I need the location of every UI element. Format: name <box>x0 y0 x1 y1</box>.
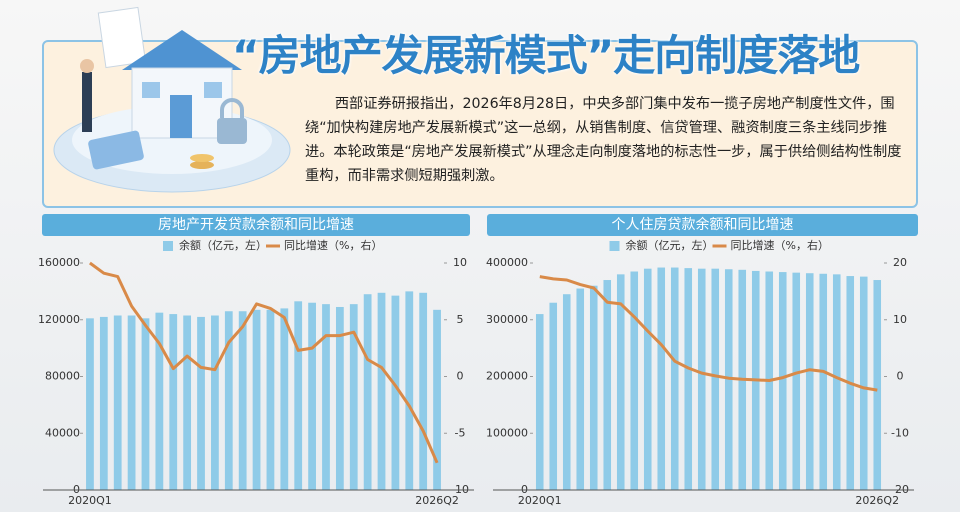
bar <box>127 315 136 490</box>
bar <box>419 292 428 490</box>
legend-label: 同比增速（%，右） <box>731 238 829 252</box>
y2-tick-label: 10 <box>893 313 907 326</box>
bar <box>183 315 192 490</box>
bar <box>294 301 303 490</box>
bar <box>308 302 316 490</box>
bar <box>832 274 841 490</box>
bar <box>697 268 706 490</box>
line-series <box>89 261 439 464</box>
bar <box>211 315 219 490</box>
bar <box>377 292 386 490</box>
bar <box>819 273 828 490</box>
legend-label: 同比增速（%，右） <box>284 238 382 252</box>
bar <box>197 316 205 490</box>
bar <box>405 291 414 490</box>
bar <box>562 294 571 490</box>
y-tick-label: 80000 <box>45 370 80 383</box>
chart-title: 房地产开发贷款余额和同比增速 <box>158 216 354 233</box>
bar <box>535 314 544 490</box>
bar <box>266 309 275 490</box>
bar <box>859 276 868 490</box>
bar <box>141 318 150 490</box>
y2-tick-label: 20 <box>893 256 907 269</box>
illustration <box>53 6 291 193</box>
bar <box>322 304 330 490</box>
bar <box>280 308 289 490</box>
y-tick-label: 400000 <box>486 256 528 269</box>
y-tick-label: 100000 <box>486 426 528 439</box>
y2-tick-label: 0 <box>457 370 464 383</box>
y-tick-label: 200000 <box>486 370 528 383</box>
bar <box>616 274 625 490</box>
bar <box>391 295 400 490</box>
bar <box>433 309 441 490</box>
legend-label: 余额（亿元，左） <box>626 238 714 252</box>
legend-swatch <box>163 241 173 251</box>
x-tick-label: 2020Q1 <box>518 494 562 507</box>
y-tick-label: 120000 <box>38 313 80 326</box>
bar <box>657 267 666 490</box>
bar <box>238 311 247 490</box>
y2-tick-label: 0 <box>897 370 904 383</box>
bar <box>576 288 585 490</box>
bar <box>711 268 720 490</box>
bar <box>643 268 652 490</box>
bar <box>349 304 358 490</box>
bar <box>86 318 94 490</box>
bar <box>589 285 598 490</box>
x-tick-label: 2026Q2 <box>855 494 899 507</box>
bar <box>549 302 558 490</box>
y2-tick-label: -5 <box>455 426 466 439</box>
bar <box>805 273 814 490</box>
chart-title: 个人住房贷款余额和同比增速 <box>612 216 794 233</box>
panel-title-bar <box>42 214 470 236</box>
legend-swatch <box>609 241 620 251</box>
y2-tick-label: -10 <box>891 426 909 439</box>
header-title: “房地产发展新模式”走向制度落地 <box>232 31 860 80</box>
y2-tick-label: 5 <box>457 313 464 326</box>
bar <box>169 314 178 490</box>
bar <box>335 306 344 490</box>
bar <box>363 294 372 490</box>
bar <box>873 280 882 490</box>
header-text: 西部证券研报指出，2026年8月28日，中央多部门集中发布一揽子房地产制度性文件… <box>305 96 902 184</box>
bar <box>252 309 261 490</box>
bar <box>670 267 679 490</box>
bar <box>684 268 693 490</box>
y2-tick-label: 10 <box>453 256 467 269</box>
bar <box>603 280 612 490</box>
bar <box>630 271 639 490</box>
legend-label: 余额（亿元，左） <box>179 238 267 252</box>
bar <box>113 315 122 490</box>
bar <box>99 316 108 490</box>
bar <box>155 312 164 490</box>
y-tick-label: 300000 <box>486 313 528 326</box>
bar <box>792 272 801 490</box>
x-tick-label: 2026Q2 <box>415 494 459 507</box>
bar <box>778 272 787 490</box>
bar <box>224 311 233 490</box>
y-tick-label: 160000 <box>38 256 80 269</box>
line-series <box>539 275 878 392</box>
panel-title-bar <box>487 214 918 236</box>
y-tick-label: 40000 <box>45 426 80 439</box>
x-tick-label: 2020Q1 <box>68 494 112 507</box>
